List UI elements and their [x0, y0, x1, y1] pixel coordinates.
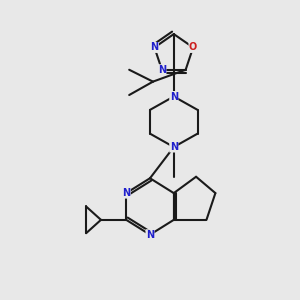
- Text: N: N: [146, 230, 154, 240]
- Text: N: N: [170, 142, 178, 152]
- Text: N: N: [170, 92, 178, 101]
- Text: O: O: [189, 43, 197, 52]
- Text: N: N: [150, 43, 158, 52]
- Text: N: N: [158, 65, 166, 75]
- Text: N: N: [122, 188, 130, 198]
